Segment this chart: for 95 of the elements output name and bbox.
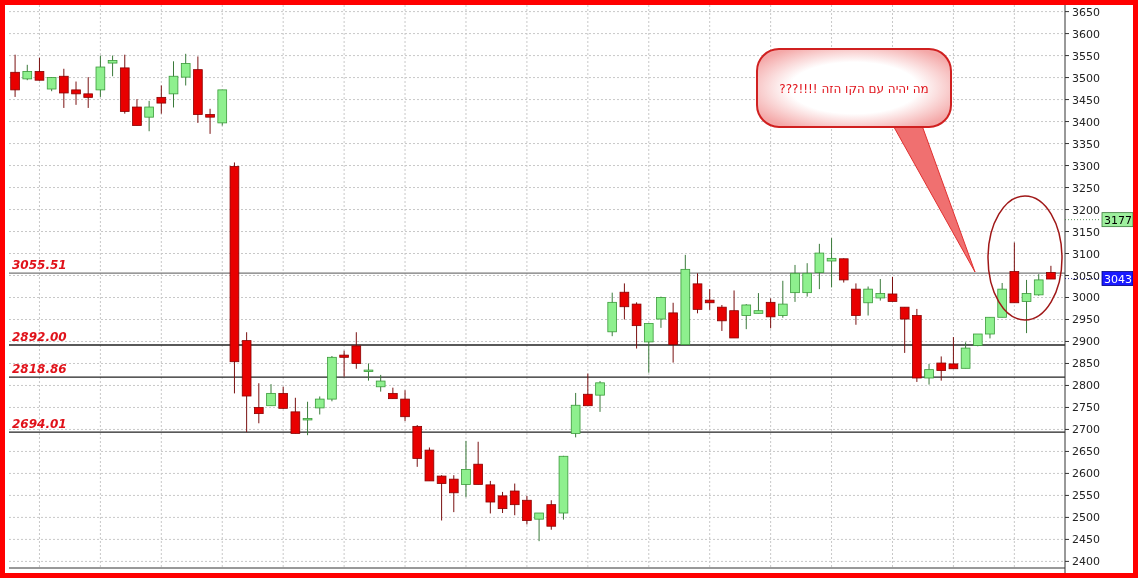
candlestick — [863, 286, 873, 317]
candlestick — [71, 81, 81, 106]
candlestick — [741, 303, 752, 330]
candlestick — [278, 386, 288, 410]
candlestick — [34, 57, 45, 82]
candlestick — [899, 306, 910, 354]
candlestick — [960, 341, 971, 369]
text: 3177 — [1104, 213, 1132, 227]
candlestick — [10, 54, 20, 98]
candlestick — [1021, 279, 1032, 334]
y-tick-label: 3150 — [1072, 225, 1100, 239]
ref-line-label: 2694.01 — [12, 417, 67, 432]
candlestick — [802, 262, 812, 298]
y-tick-label: 3000 — [1072, 291, 1100, 305]
candlestick — [473, 441, 483, 485]
candlestick — [522, 495, 532, 525]
candlestick — [302, 401, 313, 436]
text: 3043 — [1104, 272, 1132, 286]
y-tick-label: 3500 — [1072, 71, 1100, 85]
candlestick — [643, 322, 654, 374]
y-tick-label: 3250 — [1072, 181, 1100, 195]
candlestick — [314, 395, 325, 415]
ref-line-label: 2818.86 — [12, 362, 67, 377]
candlestick — [583, 373, 593, 407]
y-tick-label: 2600 — [1072, 467, 1100, 481]
candlestick — [168, 60, 179, 108]
y-tick-label: 2400 — [1072, 555, 1100, 569]
candlestick — [838, 257, 849, 284]
candlestick — [449, 474, 459, 513]
ref-line-label: 3055.51 — [12, 258, 67, 273]
candlestick — [778, 280, 788, 319]
candlestick — [534, 512, 544, 542]
candlestick — [339, 350, 349, 378]
candlestick — [1046, 265, 1056, 280]
candlestick — [461, 440, 471, 498]
candlestick — [156, 84, 167, 115]
candlestick — [765, 297, 776, 329]
y-tick-label: 3400 — [1072, 115, 1100, 129]
candlestick — [985, 316, 995, 339]
candlestick — [595, 380, 605, 413]
candlestick — [753, 292, 764, 314]
candlestick — [704, 288, 715, 311]
y-tick-label: 3350 — [1072, 137, 1100, 151]
y-tick-label: 3100 — [1072, 247, 1100, 261]
y-tick-label: 2950 — [1072, 313, 1100, 327]
candlestick — [656, 296, 666, 329]
candlestick — [254, 382, 264, 424]
candlestick — [948, 336, 959, 370]
candlestick — [59, 68, 69, 109]
candlestick — [826, 237, 837, 288]
candlestick — [509, 483, 520, 516]
y-tick-label: 2900 — [1072, 335, 1100, 349]
candlestick — [631, 301, 642, 350]
candlestick — [546, 499, 557, 531]
candlestick — [875, 278, 886, 302]
candlestick — [180, 53, 191, 86]
y-tick-label: 2650 — [1072, 445, 1100, 459]
candlestick — [1033, 273, 1044, 297]
ref-line-label: 2892.00 — [12, 330, 67, 344]
candlestick — [95, 55, 106, 98]
candlestick — [83, 76, 93, 109]
y-tick-label: 3300 — [1072, 159, 1100, 173]
y-tick-label: 3200 — [1072, 203, 1100, 217]
candlestick — [887, 276, 898, 302]
y-tick-label: 3450 — [1072, 93, 1100, 107]
candlestick — [814, 243, 825, 290]
candlestick — [936, 355, 947, 382]
candlestick — [619, 282, 630, 320]
candlestick — [497, 491, 508, 514]
candlestick — [351, 331, 362, 370]
y-tick-label: 2450 — [1072, 533, 1100, 547]
y-tick-label: 3550 — [1072, 49, 1100, 63]
candlestick — [388, 387, 398, 400]
y-tick-label: 2750 — [1072, 401, 1100, 415]
y-tick-label: 3650 — [1072, 5, 1100, 19]
y-tick-label: 2550 — [1072, 489, 1100, 503]
candlestick — [400, 389, 410, 422]
y-tick-label: 2700 — [1072, 423, 1100, 437]
candlestick — [132, 98, 142, 127]
y-tick-label: 2800 — [1072, 379, 1100, 393]
candlestick — [205, 108, 215, 135]
y-tick-label: 2850 — [1072, 357, 1100, 371]
candlestick — [107, 55, 118, 77]
candlestick — [266, 383, 276, 407]
candlestick — [290, 397, 301, 434]
candlestick — [924, 363, 934, 386]
annotation: מה יהיה עם הקו הזה !!!!??? — [779, 82, 929, 96]
candlestick — [485, 480, 496, 514]
candlestick — [144, 100, 154, 132]
candlestick — [436, 474, 447, 521]
candlestick — [717, 304, 727, 332]
y-tick-label: 3600 — [1072, 27, 1100, 41]
y-tick-label: 2500 — [1072, 511, 1100, 525]
y-tick-label: 3050 — [1072, 269, 1100, 283]
candlestick — [790, 264, 800, 303]
